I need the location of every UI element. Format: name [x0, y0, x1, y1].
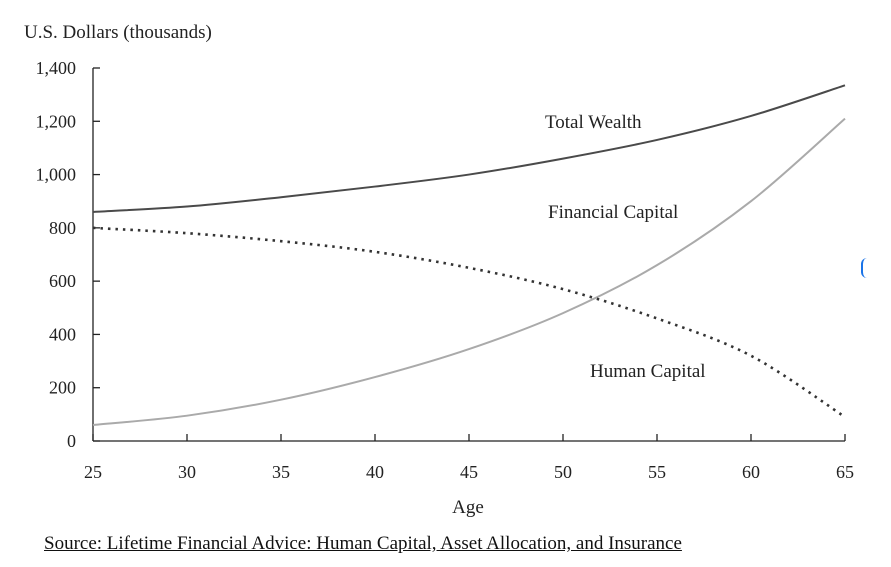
y-tick-label: 800 [49, 218, 76, 238]
total-wealth-label: Total Wealth [545, 112, 642, 133]
financial-capital-line [92, 117, 846, 427]
y-tick-label: 0 [67, 431, 76, 451]
x-axis-title: Age [452, 497, 484, 518]
x-tick-label: 50 [554, 462, 572, 482]
y-tick-label: 1,400 [36, 58, 77, 78]
series-labels: Total Wealth Financial Capital Human Capit… [545, 112, 706, 382]
line-chart: U.S. Dollars (thousands) 0 200 400 600 800 1,… [24, 22, 855, 518]
financial-capital-label: Financial Capital [548, 202, 678, 223]
axes: 0 200 400 600 800 1,000 1,200 1,400 25 30 35 40 45 50… [36, 58, 855, 482]
y-tick-label: 1,200 [36, 111, 77, 131]
x-tick-label: 45 [460, 462, 478, 482]
x-tick-label: 40 [366, 462, 384, 482]
y-axis-title: U.S. Dollars (thousands) [24, 22, 212, 43]
x-tick-label: 35 [272, 462, 290, 482]
series-lines [92, 84, 846, 427]
source-citation: Source: Lifetime Financial Advice: Human… [44, 533, 682, 554]
human-capital-line [92, 226, 846, 419]
x-tick-label: 30 [178, 462, 196, 482]
x-tick-label: 65 [836, 462, 854, 482]
total-wealth-line [92, 84, 846, 213]
human-capital-label: Human Capital [590, 361, 706, 382]
y-tick-label: 600 [49, 271, 76, 291]
y-tick-label: 400 [49, 324, 76, 344]
edge-bracket-glyph [861, 258, 867, 278]
x-tick-label: 55 [648, 462, 666, 482]
x-tick-label: 25 [84, 462, 102, 482]
y-tick-label: 1,000 [36, 165, 77, 185]
y-tick-label: 200 [49, 378, 76, 398]
x-tick-label: 60 [742, 462, 760, 482]
